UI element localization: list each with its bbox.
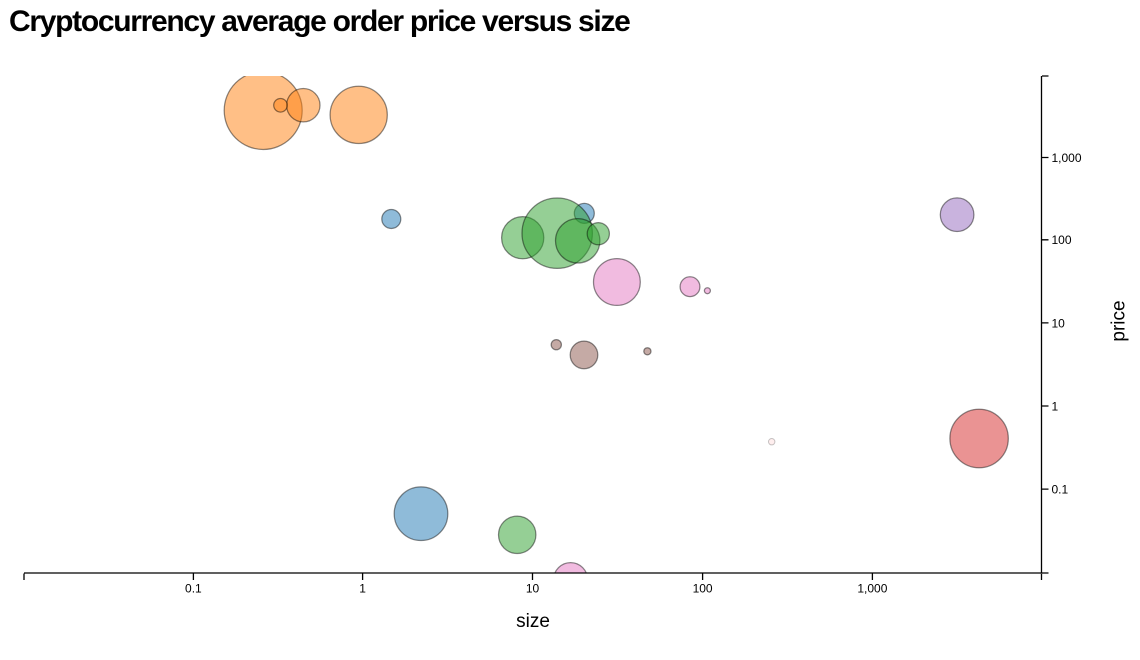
svg-text:10: 10 <box>526 582 540 596</box>
svg-text:Cryptocurrency average order p: Cryptocurrency average order price versu… <box>9 5 630 38</box>
svg-text:1: 1 <box>359 582 366 596</box>
svg-text:10: 10 <box>1052 316 1066 330</box>
svg-text:100: 100 <box>693 582 713 596</box>
svg-text:1,000: 1,000 <box>1052 151 1082 165</box>
svg-text:0.1: 0.1 <box>185 582 202 596</box>
svg-text:1,000: 1,000 <box>857 582 887 596</box>
svg-text:1: 1 <box>1052 399 1059 413</box>
svg-text:0.1: 0.1 <box>1052 483 1069 497</box>
svg-text:size: size <box>516 611 550 632</box>
svg-text:100: 100 <box>1052 233 1072 247</box>
svg-text:price: price <box>1109 300 1130 341</box>
